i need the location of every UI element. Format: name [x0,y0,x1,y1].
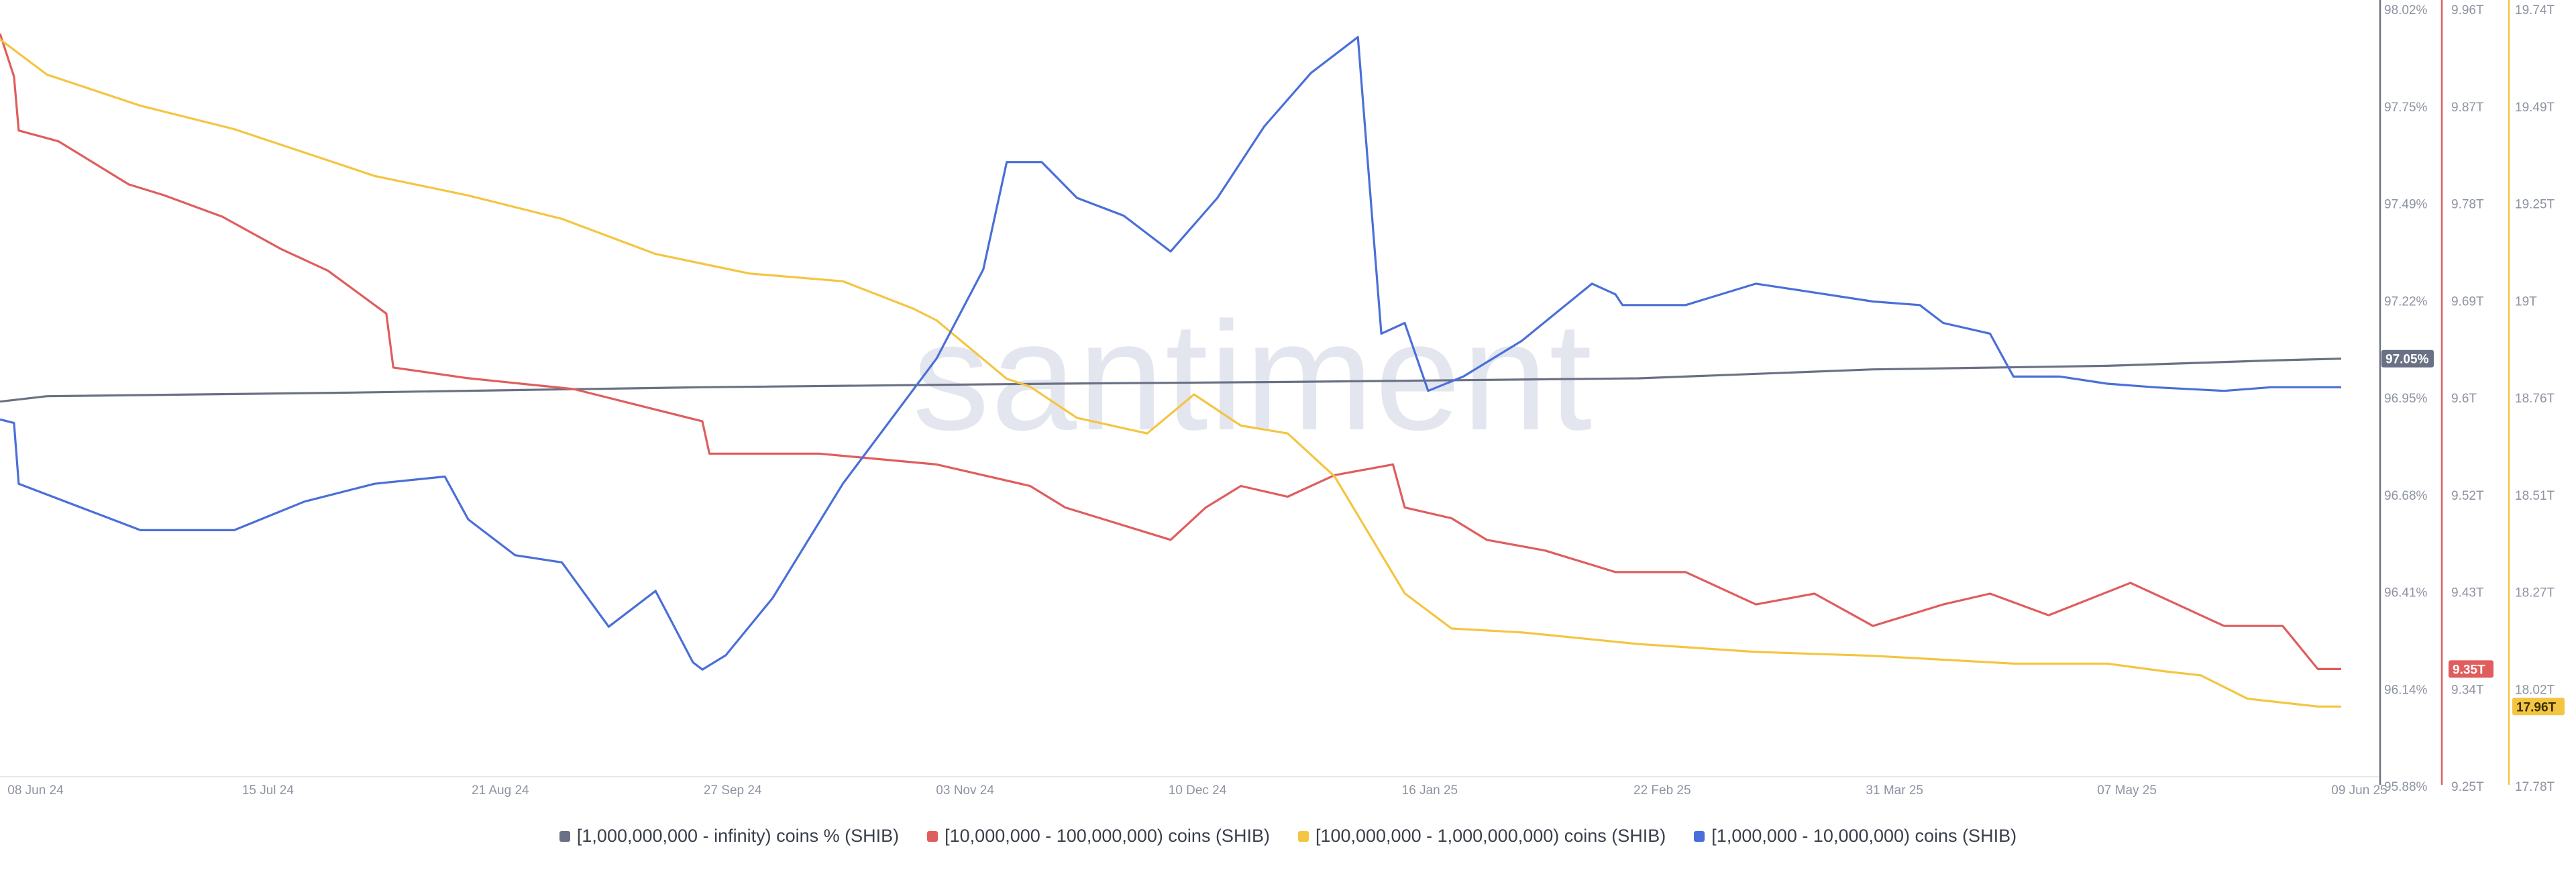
legend-label-pct: [1,000,000,000 - infinity) coins % (SHIB… [576,826,900,846]
x-tick-label: 21 Aug 24 [472,783,529,798]
y-value-badge-pct [2381,349,2434,368]
legend-item-blue[interactable]: [1,000,000 - 10,000,000) coins (SHIB) [1694,826,2017,847]
y-tick-label-red: 9.78T [2451,198,2484,212]
series-line-2 [0,38,2341,708]
y-tick-label-red: 9.87T [2451,101,2484,115]
legend-item-yellow[interactable]: [100,000,000 - 1,000,000,000) coins (SHI… [1297,826,1666,847]
x-tick-label: 09 Jun 25 [2331,783,2387,798]
y-value-badge-label-pct: 97.05% [2385,353,2429,367]
legend-label-red: [10,000,000 - 100,000,000) coins (SHIB) [945,826,1270,846]
y-value-badge-red [2449,660,2493,678]
legend-swatch-pct [559,830,570,842]
line-chart: santiment 08 Jun 24 15 Jul 24 21 Aug 24 27 … [0,0,2565,798]
x-tick-label: 22 Feb 25 [1633,783,1691,798]
x-tick-label: 08 Jun 24 [7,783,64,798]
x-tick-label: 03 Nov 24 [936,783,994,798]
y-tick-label-red: 9.69T [2451,294,2484,309]
y-value-badge-label-red: 9.35T [2453,663,2485,677]
y-tick-label-red: 9.43T [2451,586,2484,600]
y-tick-label-pct: 97.49% [2384,198,2428,212]
series-line-3 [0,36,2341,671]
y-tick-label-yellow: 19.25T [2515,198,2555,212]
y-tick-label-pct: 97.75% [2384,101,2428,115]
x-tick-label: 15 Jul 24 [242,783,294,798]
y-tick-label-yellow: 19.49T [2515,101,2555,115]
y-tick-label-red: 9.96T [2451,3,2484,17]
y-tick-label-red: 9.25T [2451,780,2484,794]
series-line-1 [0,33,2341,670]
legend-item-pct[interactable]: [1,000,000,000 - infinity) coins % (SHIB… [559,826,899,847]
y-tick-label-red: 9.34T [2451,683,2484,697]
y-tick-label-yellow: 19.74T [2515,3,2555,17]
x-tick-label: 31 Mar 25 [1866,783,1923,798]
watermark: santiment [912,290,1593,462]
y-tick-label-yellow: 18.27T [2515,586,2555,600]
series-line-0 [0,358,2342,403]
legend-swatch-blue [1694,830,1705,842]
y-tick-label-yellow: 19T [2515,294,2537,309]
x-tick-label: 10 Dec 24 [1169,783,1227,798]
legend: [1,000,000,000 - infinity) coins % (SHIB… [0,826,2576,847]
legend-swatch-yellow [1297,830,1309,842]
y-tick-label-pct: 95.88% [2384,780,2428,794]
y-tick-label-pct: 96.68% [2384,489,2428,503]
y-tick-label-yellow: 17.78T [2515,780,2555,794]
y-tick-label-pct: 96.95% [2384,392,2428,406]
y-tick-label-pct: 96.14% [2384,683,2428,697]
x-tick-label: 27 Sep 24 [704,783,762,798]
x-tick-label: 16 Jan 25 [1402,783,1458,798]
y-tick-label-red: 9.6T [2451,392,2477,406]
y-value-badge-label-yellow: 17.96T [2516,700,2557,714]
x-axis: 08 Jun 24 15 Jul 24 21 Aug 24 27 Sep 24 03 N… [7,783,2387,798]
legend-label-blue: [1,000,000 - 10,000,000) coins (SHIB) [1711,826,2017,846]
y-tick-label-pct: 97.22% [2384,294,2428,309]
y-tick-label-pct: 98.02% [2384,3,2428,17]
legend-label-yellow: [100,000,000 - 1,000,000,000) coins (SHI… [1315,826,1666,846]
y-axes: 98.02% 97.75% 97.49% 97.22% 96.95% 96.68% 96.4… [2379,0,2565,794]
y-tick-label-pct: 96.41% [2384,586,2428,600]
legend-swatch-red [927,830,938,842]
y-tick-label-yellow: 18.76T [2515,392,2555,406]
legend-item-red[interactable]: [10,000,000 - 100,000,000) coins (SHIB) [927,826,1270,847]
x-tick-label: 07 May 25 [2097,783,2157,798]
y-tick-label-yellow: 18.51T [2515,489,2555,503]
y-value-badge-yellow [2512,698,2565,716]
y-tick-label-yellow: 18.02T [2515,683,2555,697]
y-tick-label-red: 9.52T [2451,489,2484,503]
series-group [0,33,2342,708]
